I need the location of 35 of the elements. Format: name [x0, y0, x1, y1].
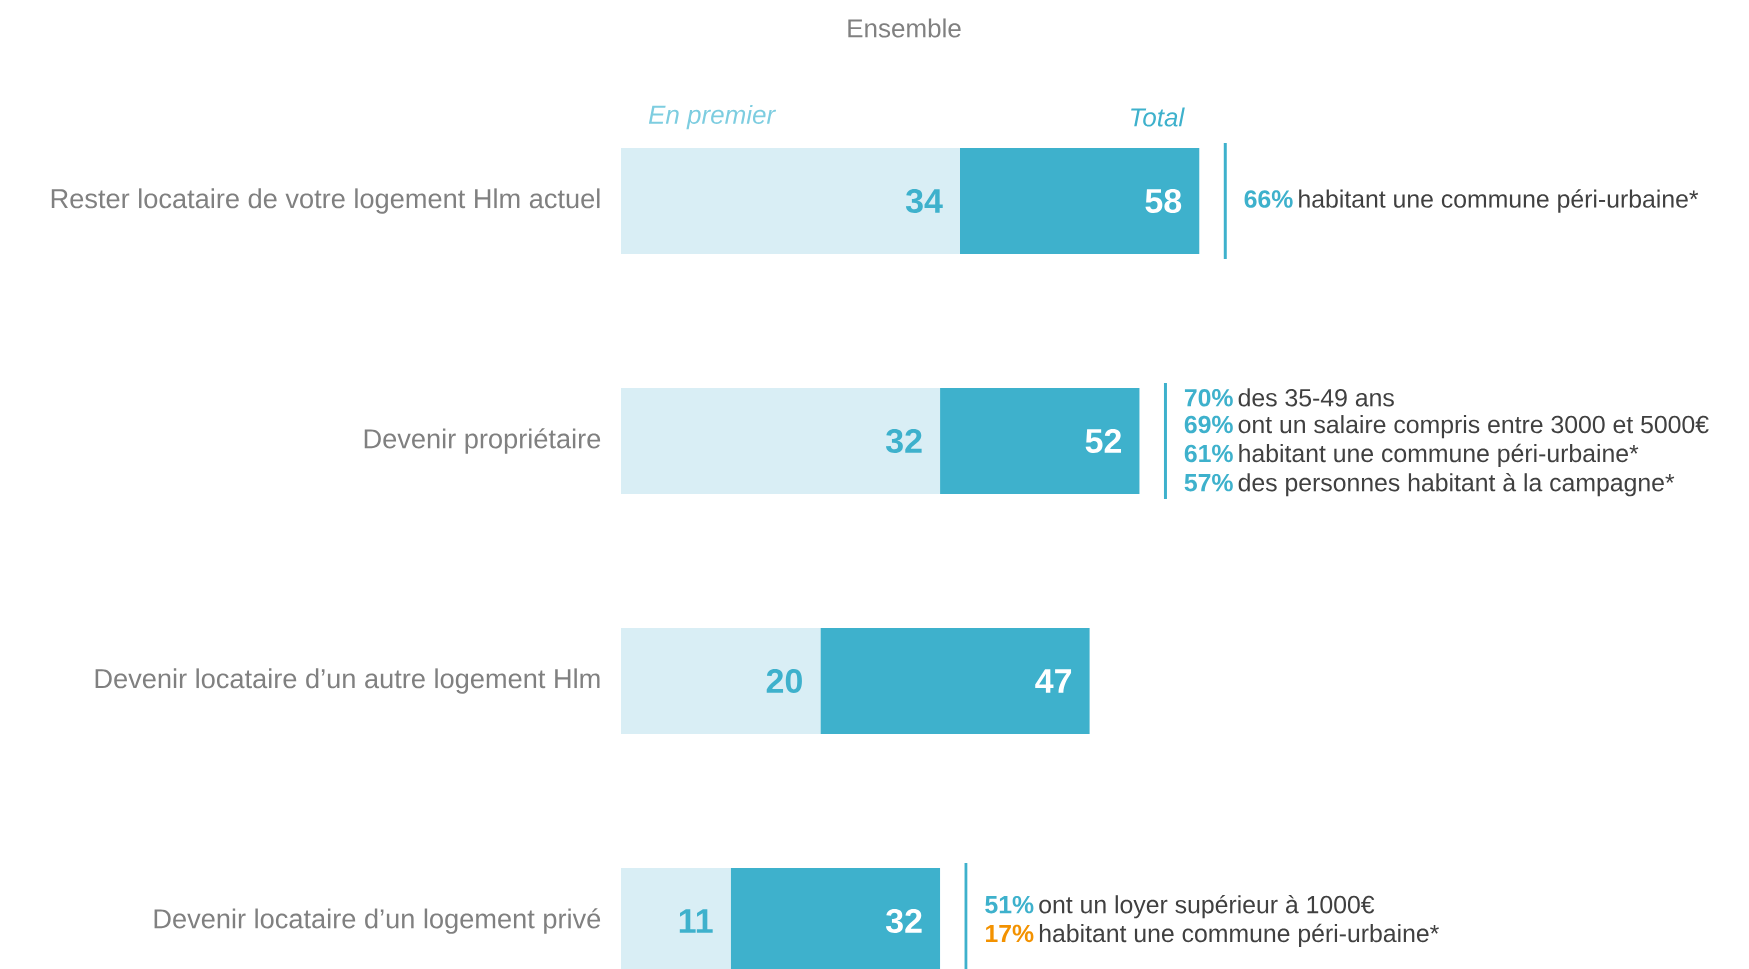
chart-title: Ensemble — [848, 18, 961, 38]
data-label: 11 — [679, 909, 713, 933]
annotation: habitant une commune péri-urbaine* — [1039, 923, 1439, 948]
text: des personnes habitant à la campagne* — [1238, 472, 1675, 497]
data-label: 32 — [885, 428, 922, 454]
bar — [621, 148, 960, 255]
total-label: 47 — [1035, 669, 1072, 693]
annotation: 61% — [1184, 444, 1233, 463]
annotation: 57% — [1184, 473, 1233, 492]
data-label: 20 — [766, 668, 802, 694]
bar — [621, 628, 821, 735]
y-tick-label: Rester locataire de votre logement Hlm actuel — [51, 188, 600, 214]
annotation: ont un loyer supérieur à 1000€ — [1039, 894, 1375, 919]
total-label: 52 — [1085, 428, 1122, 454]
bar — [621, 388, 941, 495]
text: habitant une commune péri-urbaine* — [1239, 443, 1639, 468]
total-label: 58 — [1145, 188, 1182, 214]
bar — [940, 388, 1140, 495]
y-tick-label: Devenir locataire d’un autre logement Hlm — [95, 668, 600, 694]
series-label: Total — [1131, 107, 1185, 127]
y-tick-label: Devenir locataire d’un logement privé — [154, 908, 601, 934]
y-tick-label: Devenir propriétaire — [364, 428, 601, 454]
text: habitant une commune péri-urbaine* — [1299, 189, 1699, 213]
bar — [820, 628, 1090, 735]
text: 66% — [1244, 190, 1293, 208]
total-label: 32 — [885, 908, 922, 934]
annotation: 69% — [1184, 415, 1233, 434]
annotation: 51% — [985, 895, 1034, 914]
annotation: 17% — [986, 924, 1034, 943]
bar — [960, 148, 1200, 255]
text: des 35-49 ans — [1238, 388, 1394, 407]
annotation: 70% — [1184, 388, 1233, 407]
text: ont un salaire compris entre 3000 et 5000€ — [1238, 415, 1709, 439]
series-label: En premier — [648, 104, 777, 130]
data-label: 34 — [905, 188, 943, 214]
